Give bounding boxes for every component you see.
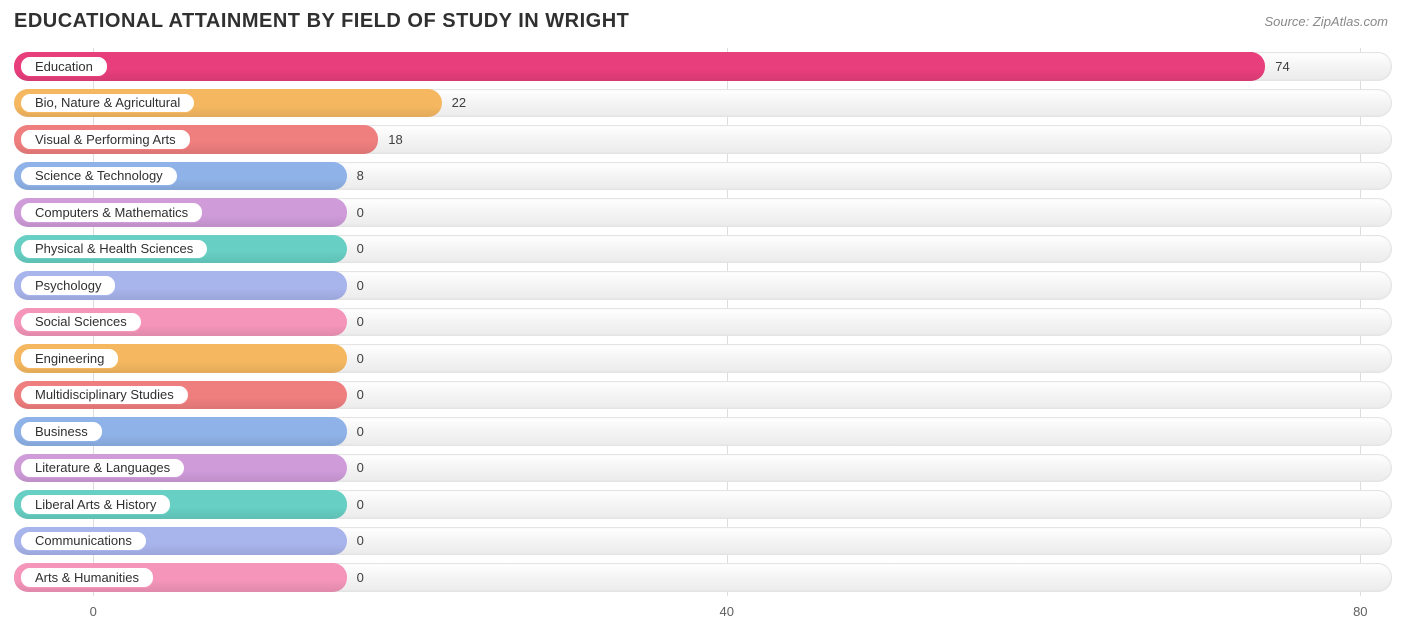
bar-value: 0 xyxy=(347,450,364,487)
bar-row: Psychology 0 xyxy=(14,267,1392,304)
bar-row: Engineering 0 xyxy=(14,340,1392,377)
bar-value: 0 xyxy=(347,194,364,231)
bar-value: 0 xyxy=(347,267,364,304)
bar-value: 0 xyxy=(347,304,364,341)
bar-value: 74 xyxy=(1265,48,1289,85)
bar-value: 0 xyxy=(347,377,364,414)
bar-label-pill: Social Sciences xyxy=(20,312,142,333)
bar-label-pill: Engineering xyxy=(20,348,119,369)
bar-row: Communications 0 xyxy=(14,523,1392,560)
bar-fill xyxy=(14,52,1265,81)
bar-row: Arts & Humanities 0 xyxy=(14,559,1392,596)
bar-label-pill: Liberal Arts & History xyxy=(20,494,171,515)
x-tick: 0 xyxy=(90,604,97,619)
chart-area: Education74Bio, Nature & Agricultural22V… xyxy=(14,48,1392,596)
bar-row: Computers & Mathematics 0 xyxy=(14,194,1392,231)
x-tick: 40 xyxy=(720,604,734,619)
bar-value: 0 xyxy=(347,486,364,523)
bar-label-pill: Literature & Languages xyxy=(20,458,185,479)
bar-row: Business 0 xyxy=(14,413,1392,450)
bar-label-pill: Psychology xyxy=(20,275,116,296)
bar-label-pill: Science & Technology xyxy=(20,166,178,187)
x-axis: 0 40 80 xyxy=(14,604,1392,624)
chart-title: EDUCATIONAL ATTAINMENT BY FIELD OF STUDY… xyxy=(14,10,629,33)
bar-row: Social Sciences 0 xyxy=(14,304,1392,341)
x-tick: 80 xyxy=(1353,604,1367,619)
bar-row: Bio, Nature & Agricultural 22 xyxy=(14,85,1392,122)
bar-value: 8 xyxy=(347,158,364,195)
bar-row: Science & Technology 8 xyxy=(14,158,1392,195)
bar-row: Liberal Arts & History 0 xyxy=(14,486,1392,523)
bar-value: 0 xyxy=(347,231,364,268)
bar-value: 0 xyxy=(347,523,364,560)
bar-label-pill: Communications xyxy=(20,531,147,552)
bar-value: 0 xyxy=(347,340,364,377)
bar-label-pill: Physical & Health Sciences xyxy=(20,239,208,260)
bar-row: Multidisciplinary Studies 0 xyxy=(14,377,1392,414)
bar-label-pill: Multidisciplinary Studies xyxy=(20,385,189,406)
bar-label-pill: Visual & Performing Arts xyxy=(20,129,191,150)
bar-value: 0 xyxy=(347,413,364,450)
bar-label-pill: Education xyxy=(20,56,108,77)
bar-row: Physical & Health Sciences 0 xyxy=(14,231,1392,268)
bar-label-pill: Business xyxy=(20,421,103,442)
bar-row: Visual & Performing Arts 18 xyxy=(14,121,1392,158)
bar-row: Literature & Languages 0 xyxy=(14,450,1392,487)
bar-label-pill: Computers & Mathematics xyxy=(20,202,203,223)
bar-label-pill: Bio, Nature & Agricultural xyxy=(20,93,195,114)
bar-value: 0 xyxy=(347,559,364,596)
bar-label-pill: Arts & Humanities xyxy=(20,567,154,588)
bar-row: Education 74 xyxy=(14,48,1392,85)
source-label: Source: ZipAtlas.com xyxy=(1264,14,1388,29)
bar-value: 22 xyxy=(442,85,466,122)
bar-value: 18 xyxy=(378,121,402,158)
